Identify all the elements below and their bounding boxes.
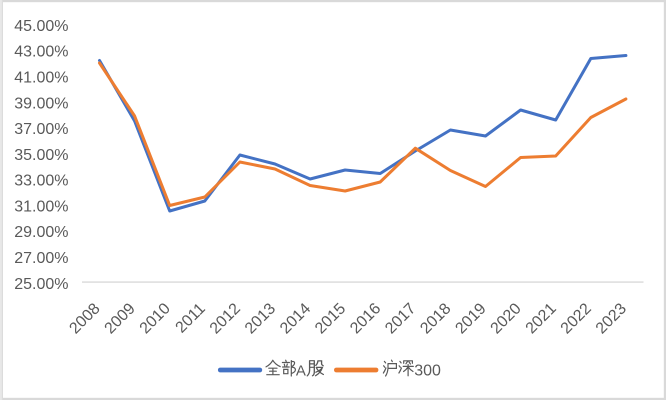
- svg-text:2011: 2011: [173, 300, 209, 336]
- svg-text:29.00%: 29.00%: [14, 224, 68, 241]
- svg-text:33.00%: 33.00%: [14, 173, 68, 190]
- svg-text:27.00%: 27.00%: [14, 250, 68, 267]
- svg-text:25.00%: 25.00%: [14, 276, 68, 293]
- svg-text:2020: 2020: [488, 300, 525, 337]
- svg-text:2023: 2023: [593, 300, 630, 337]
- svg-text:41.00%: 41.00%: [14, 70, 68, 87]
- svg-text:2012: 2012: [207, 300, 244, 337]
- svg-text:2014: 2014: [277, 300, 314, 337]
- svg-text:2016: 2016: [347, 300, 384, 337]
- svg-text:2013: 2013: [242, 300, 279, 337]
- svg-text:2015: 2015: [312, 300, 349, 337]
- svg-text:39.00%: 39.00%: [14, 95, 68, 112]
- svg-text:43.00%: 43.00%: [14, 44, 68, 61]
- svg-text:35.00%: 35.00%: [14, 147, 68, 164]
- svg-text:31.00%: 31.00%: [14, 198, 68, 215]
- svg-text:300: 300: [414, 362, 441, 379]
- svg-text:37.00%: 37.00%: [14, 121, 68, 138]
- svg-text:2009: 2009: [102, 300, 139, 337]
- svg-text:2017: 2017: [382, 300, 419, 337]
- svg-text:2019: 2019: [452, 300, 489, 337]
- svg-text:2018: 2018: [417, 300, 454, 337]
- svg-text:2010: 2010: [137, 300, 174, 337]
- svg-text:2022: 2022: [558, 300, 595, 337]
- svg-text:2021: 2021: [523, 300, 560, 337]
- svg-text:2008: 2008: [66, 300, 103, 337]
- svg-text:45.00%: 45.00%: [14, 18, 68, 35]
- svg-text:A: A: [296, 362, 306, 379]
